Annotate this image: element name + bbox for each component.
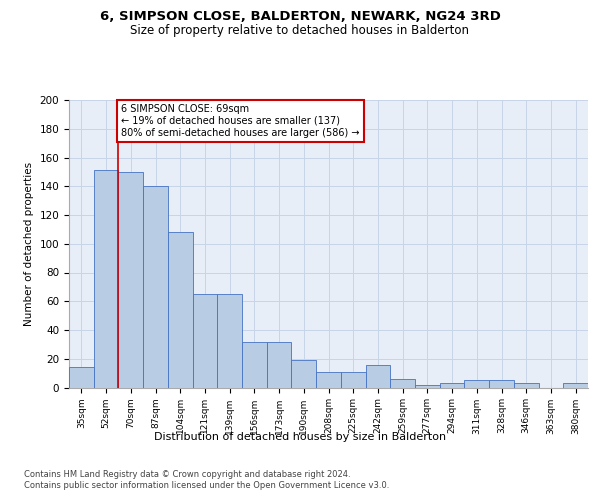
Bar bbox=[341, 372, 365, 388]
Bar bbox=[514, 383, 539, 388]
Text: Distribution of detached houses by size in Balderton: Distribution of detached houses by size … bbox=[154, 432, 446, 442]
Bar bbox=[464, 380, 489, 388]
Bar bbox=[193, 294, 217, 388]
Bar bbox=[217, 294, 242, 388]
Bar bbox=[390, 379, 415, 388]
Bar bbox=[242, 342, 267, 388]
Bar bbox=[168, 232, 193, 388]
Text: 6 SIMPSON CLOSE: 69sqm
← 19% of detached houses are smaller (137)
80% of semi-de: 6 SIMPSON CLOSE: 69sqm ← 19% of detached… bbox=[121, 104, 360, 138]
Text: 6, SIMPSON CLOSE, BALDERTON, NEWARK, NG24 3RD: 6, SIMPSON CLOSE, BALDERTON, NEWARK, NG2… bbox=[100, 10, 500, 23]
Text: Size of property relative to detached houses in Balderton: Size of property relative to detached ho… bbox=[131, 24, 470, 37]
Bar bbox=[118, 172, 143, 388]
Bar bbox=[365, 364, 390, 388]
Bar bbox=[415, 384, 440, 388]
Bar bbox=[94, 170, 118, 388]
Bar bbox=[143, 186, 168, 388]
Text: Contains HM Land Registry data © Crown copyright and database right 2024.: Contains HM Land Registry data © Crown c… bbox=[24, 470, 350, 479]
Y-axis label: Number of detached properties: Number of detached properties bbox=[24, 162, 34, 326]
Bar bbox=[292, 360, 316, 388]
Bar bbox=[267, 342, 292, 388]
Text: Contains public sector information licensed under the Open Government Licence v3: Contains public sector information licen… bbox=[24, 481, 389, 490]
Bar bbox=[563, 383, 588, 388]
Bar bbox=[440, 383, 464, 388]
Bar bbox=[489, 380, 514, 388]
Bar bbox=[69, 368, 94, 388]
Bar bbox=[316, 372, 341, 388]
